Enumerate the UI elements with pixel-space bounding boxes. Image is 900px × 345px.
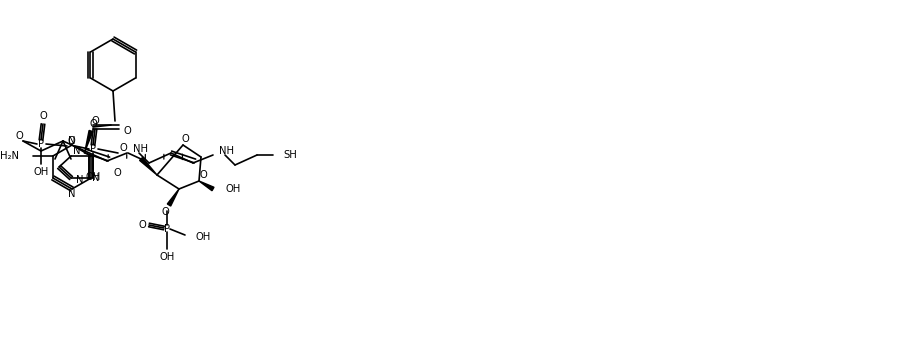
Polygon shape [167,189,179,206]
Text: H₂N: H₂N [0,151,19,161]
Text: P: P [164,224,170,234]
Text: O: O [161,207,169,217]
Text: O: O [91,116,99,126]
Text: O: O [15,131,22,141]
Text: OH: OH [225,184,240,194]
Polygon shape [140,158,157,175]
Polygon shape [199,181,214,191]
Text: N: N [93,173,100,183]
Text: OH: OH [86,172,101,182]
Text: NH: NH [219,146,234,156]
Text: N: N [68,189,76,199]
Text: P: P [90,144,96,154]
Text: NH: NH [133,144,148,154]
Text: N: N [76,175,84,185]
Text: O: O [39,111,47,121]
Text: SH: SH [283,150,297,160]
Text: O: O [119,143,127,153]
Text: P: P [38,139,44,149]
Text: N: N [73,146,81,156]
Text: O: O [199,170,207,180]
Text: OH: OH [195,232,211,242]
Text: O: O [113,168,121,178]
Polygon shape [85,130,93,151]
Text: O: O [89,119,97,129]
Text: N: N [68,136,76,146]
Text: OH: OH [33,167,49,177]
Text: O: O [123,126,130,136]
Text: O: O [68,136,75,146]
Text: O: O [181,134,189,144]
Text: OH: OH [159,252,175,262]
Text: O: O [138,220,146,230]
